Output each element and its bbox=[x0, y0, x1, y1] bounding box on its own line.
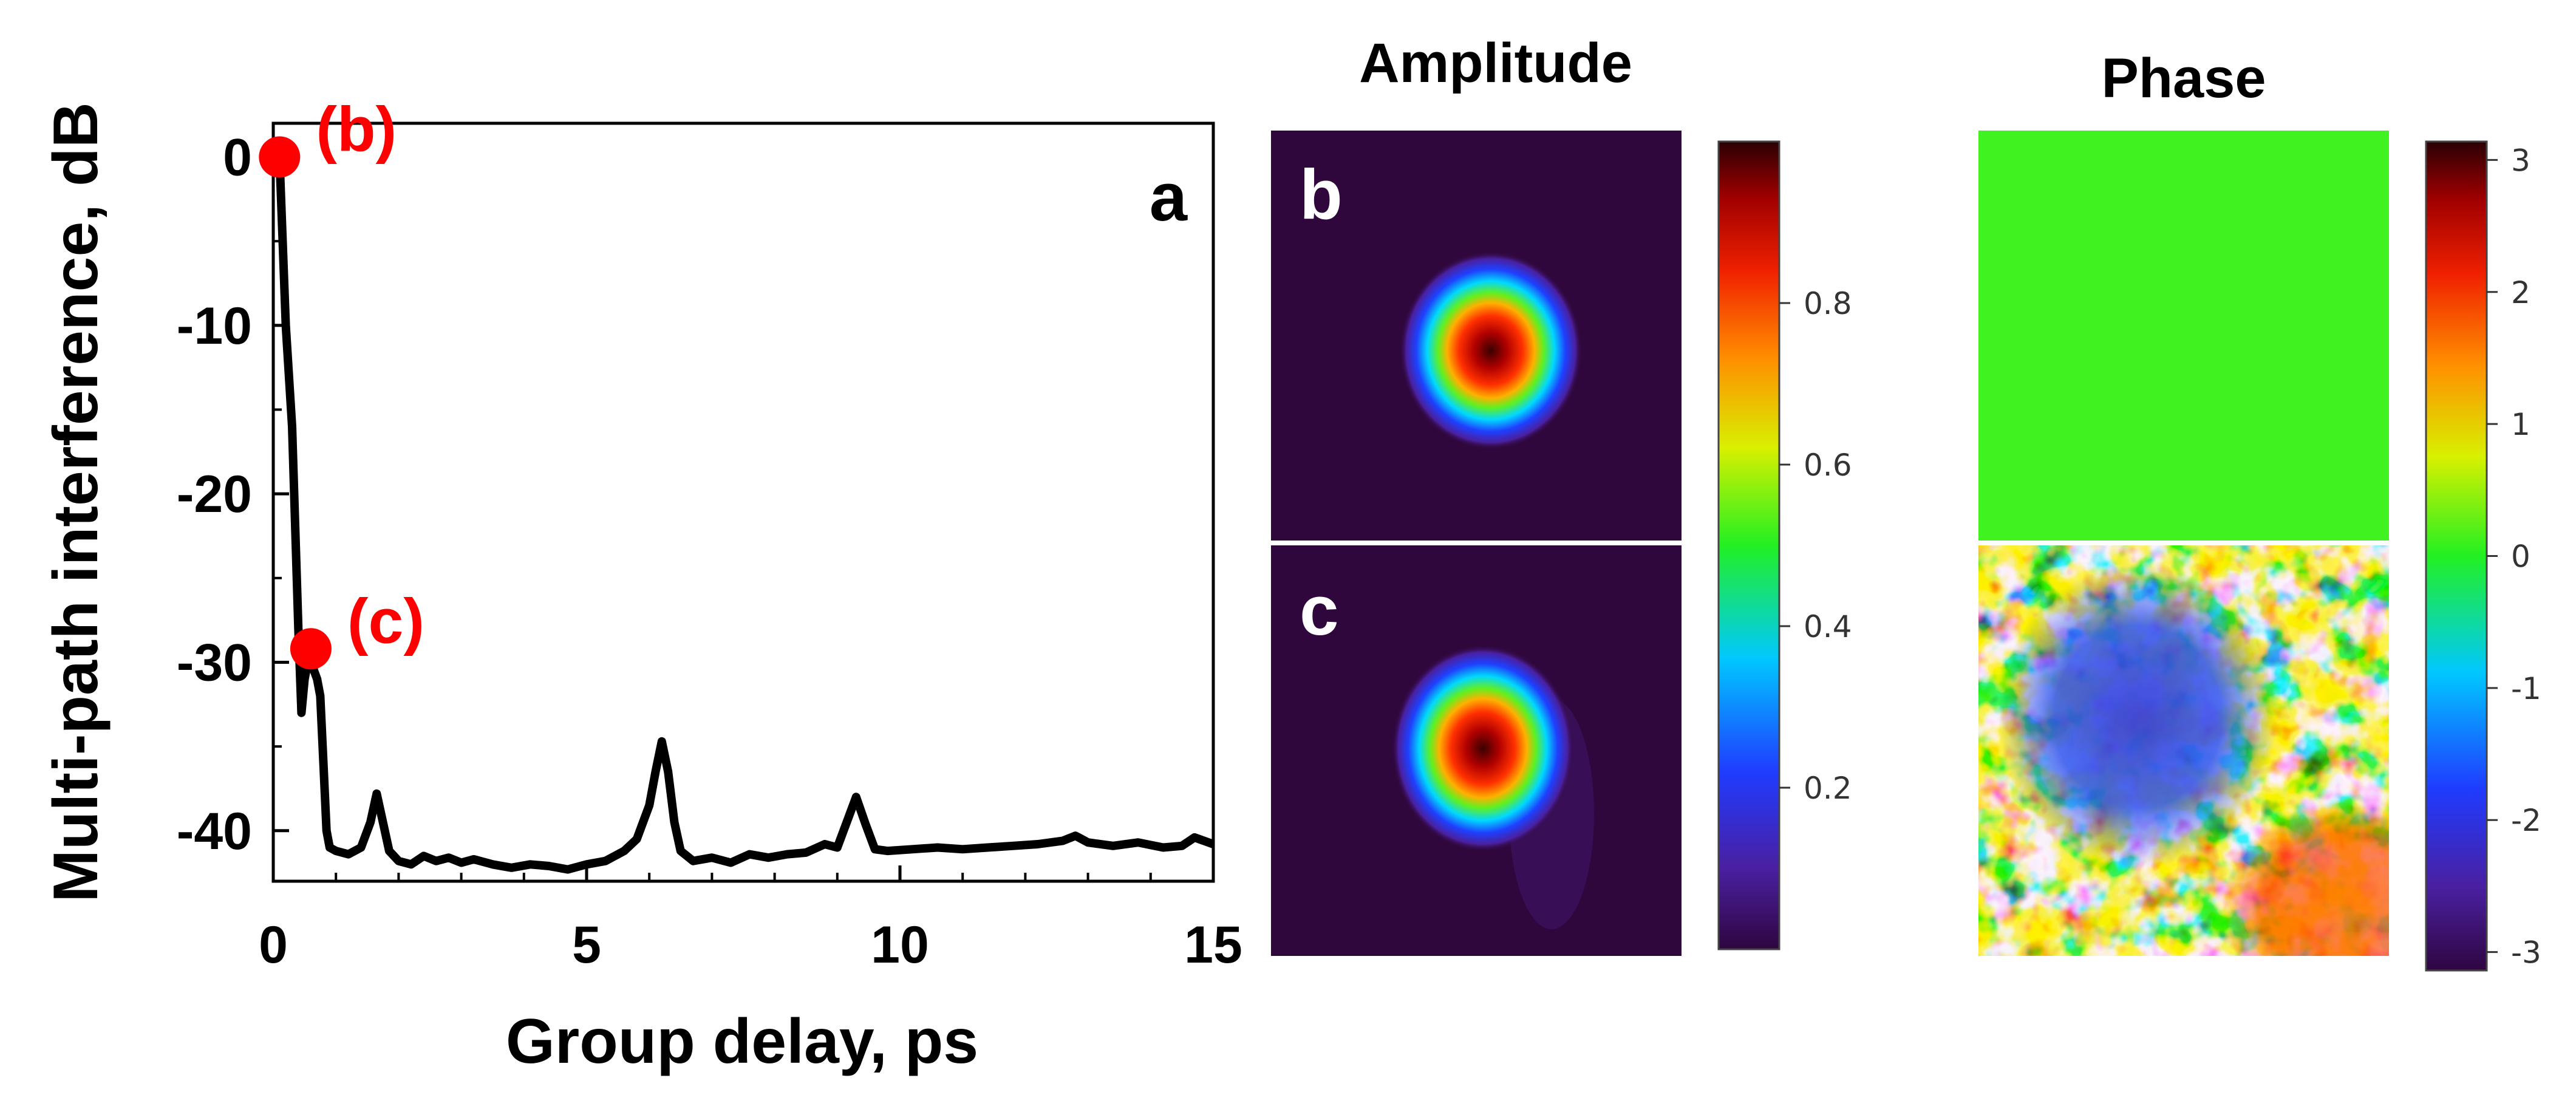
highlight-marker bbox=[290, 628, 332, 670]
x-tick-label: 0 bbox=[259, 916, 288, 974]
highlight-markers: (b) (c) bbox=[259, 94, 424, 670]
panel-label-c: c bbox=[1300, 571, 1339, 650]
colorbar-tick-label: 0 bbox=[2511, 539, 2530, 575]
y-tick-label: -30 bbox=[177, 633, 252, 692]
x-axis-label: Group delay, ps bbox=[506, 1006, 978, 1077]
marker-label: (c) bbox=[347, 586, 424, 657]
colorbar-tick-label: -3 bbox=[2511, 935, 2541, 970]
y-tick-label: -40 bbox=[177, 802, 252, 861]
phase-map-b bbox=[1978, 131, 2389, 541]
colorbar-tick-label: 0.6 bbox=[1804, 448, 1852, 483]
beam-spot-c bbox=[1392, 645, 1574, 851]
phase-colorbar bbox=[2425, 140, 2488, 972]
x-tick-label: 15 bbox=[1184, 916, 1242, 974]
colorbar-tick-label: 2 bbox=[2511, 275, 2530, 310]
phase-maps: Phase 3 2 1 0 -1 -2 -3 bbox=[1978, 47, 2541, 972]
colorbar-tick-label: -2 bbox=[2511, 803, 2541, 838]
colorbar-tick-label: 1 bbox=[2511, 407, 2530, 442]
marker-label: (b) bbox=[316, 94, 397, 165]
phase-core-region bbox=[1998, 565, 2277, 868]
amplitude-maps: Amplitude b c 0.2 0.4 0.6 0.8 bbox=[1271, 32, 1852, 956]
plot-frame bbox=[271, 121, 1215, 883]
panel-label-b: b bbox=[1300, 155, 1343, 234]
phase-title: Phase bbox=[2101, 47, 2266, 109]
colorbar-tick-label: 0.4 bbox=[1804, 609, 1852, 644]
phase-map-c bbox=[1978, 545, 2389, 956]
phase-corner-region bbox=[2223, 802, 2389, 956]
amplitude-colorbar bbox=[1717, 140, 1780, 950]
colorbar-tick-label: 0.8 bbox=[1804, 286, 1852, 321]
colorbar-tick-label: -1 bbox=[2511, 671, 2541, 706]
amplitude-title: Amplitude bbox=[1359, 32, 1632, 94]
amplitude-colorbar-ticks: 0.2 0.4 0.6 0.8 bbox=[1779, 286, 1852, 806]
y-axis-ticks: 0 -10 -20 -30 -40 bbox=[177, 128, 289, 861]
x-tick-label: 10 bbox=[871, 916, 929, 974]
y-tick-label: -10 bbox=[177, 297, 252, 355]
colorbar-tick-label: 3 bbox=[2511, 143, 2530, 178]
colorbar-tick-label: 0.2 bbox=[1804, 771, 1852, 806]
highlight-marker bbox=[259, 136, 301, 178]
mpi-series-line bbox=[275, 157, 1215, 874]
y-tick-label: 0 bbox=[223, 128, 252, 186]
x-axis-ticks: 0 5 10 15 bbox=[259, 865, 1242, 974]
x-tick-label: 5 bbox=[572, 916, 601, 974]
mpi-line-chart: 0 5 10 15 0 -10 -20 -30 -40 (b) (c) a Group dela… bbox=[41, 94, 1242, 1077]
y-axis-label: Multi-path interference, dB bbox=[41, 102, 111, 902]
phase-colorbar-ticks: 3 2 1 0 -1 -2 -3 bbox=[2487, 143, 2541, 970]
panel-label-a: a bbox=[1150, 159, 1188, 235]
beam-spot-b bbox=[1400, 251, 1582, 449]
y-tick-label: -20 bbox=[177, 465, 252, 524]
